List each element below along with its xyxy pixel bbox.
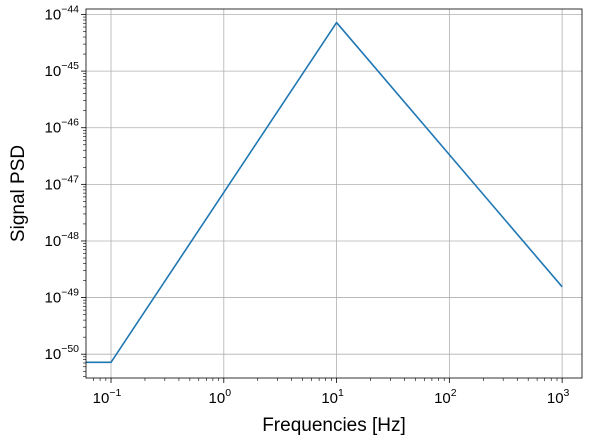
x-tick-exponent: 1 bbox=[338, 387, 344, 399]
x-tick-exponent: −1 bbox=[109, 387, 121, 399]
y-tick-label: 10−46 bbox=[45, 117, 80, 137]
ticks bbox=[81, 14, 563, 383]
x-tick-label: 103 bbox=[547, 387, 570, 407]
y-tick-label: 10−44 bbox=[45, 3, 80, 23]
y-tick-base: 10 bbox=[45, 176, 62, 193]
x-tick-label: 102 bbox=[434, 387, 457, 407]
x-tick-exponent: 3 bbox=[564, 387, 570, 399]
x-tick-label: 100 bbox=[209, 387, 232, 407]
y-tick-base: 10 bbox=[45, 233, 62, 250]
y-tick-exponent: −44 bbox=[61, 3, 79, 15]
y-axis-label: Signal PSD bbox=[8, 145, 29, 242]
x-tick-exponent: 0 bbox=[225, 387, 231, 399]
x-tick-base: 10 bbox=[321, 390, 338, 407]
y-tick-base: 10 bbox=[45, 120, 62, 137]
grid bbox=[86, 9, 582, 378]
y-tick-base: 10 bbox=[45, 63, 62, 80]
y-tick-base: 10 bbox=[45, 6, 62, 23]
y-tick-label: 10−50 bbox=[45, 343, 80, 363]
y-tick-label: 10−49 bbox=[45, 287, 80, 307]
y-tick-exponent: −50 bbox=[61, 343, 79, 355]
series-line bbox=[86, 21, 563, 364]
x-tick-base: 10 bbox=[93, 390, 110, 407]
x-tick-base: 10 bbox=[434, 390, 451, 407]
y-tick-label: 10−45 bbox=[45, 60, 80, 80]
plot-frame bbox=[85, 8, 583, 379]
x-tick-label: 10−1 bbox=[93, 387, 122, 407]
y-tick-exponent: −48 bbox=[61, 230, 79, 242]
y-tick-exponent: −45 bbox=[61, 60, 79, 72]
x-tick-exponent: 2 bbox=[451, 387, 457, 399]
y-tick-base: 10 bbox=[45, 346, 62, 363]
x-tick-base: 10 bbox=[209, 390, 226, 407]
series-layer bbox=[86, 21, 563, 364]
x-tick-base: 10 bbox=[547, 390, 564, 407]
x-axis-label: Frequencies [Hz] bbox=[262, 415, 406, 436]
y-tick-exponent: −47 bbox=[61, 173, 79, 185]
y-tick-label: 10−48 bbox=[45, 230, 80, 250]
y-tick-exponent: −46 bbox=[61, 117, 79, 129]
y-tick-base: 10 bbox=[45, 290, 62, 307]
x-tick-labels: 10−1 100 101 102 103 bbox=[93, 387, 570, 407]
y-tick-exponent: −49 bbox=[61, 287, 79, 299]
y-tick-label: 10−47 bbox=[45, 173, 80, 193]
x-tick-label: 101 bbox=[321, 387, 344, 407]
